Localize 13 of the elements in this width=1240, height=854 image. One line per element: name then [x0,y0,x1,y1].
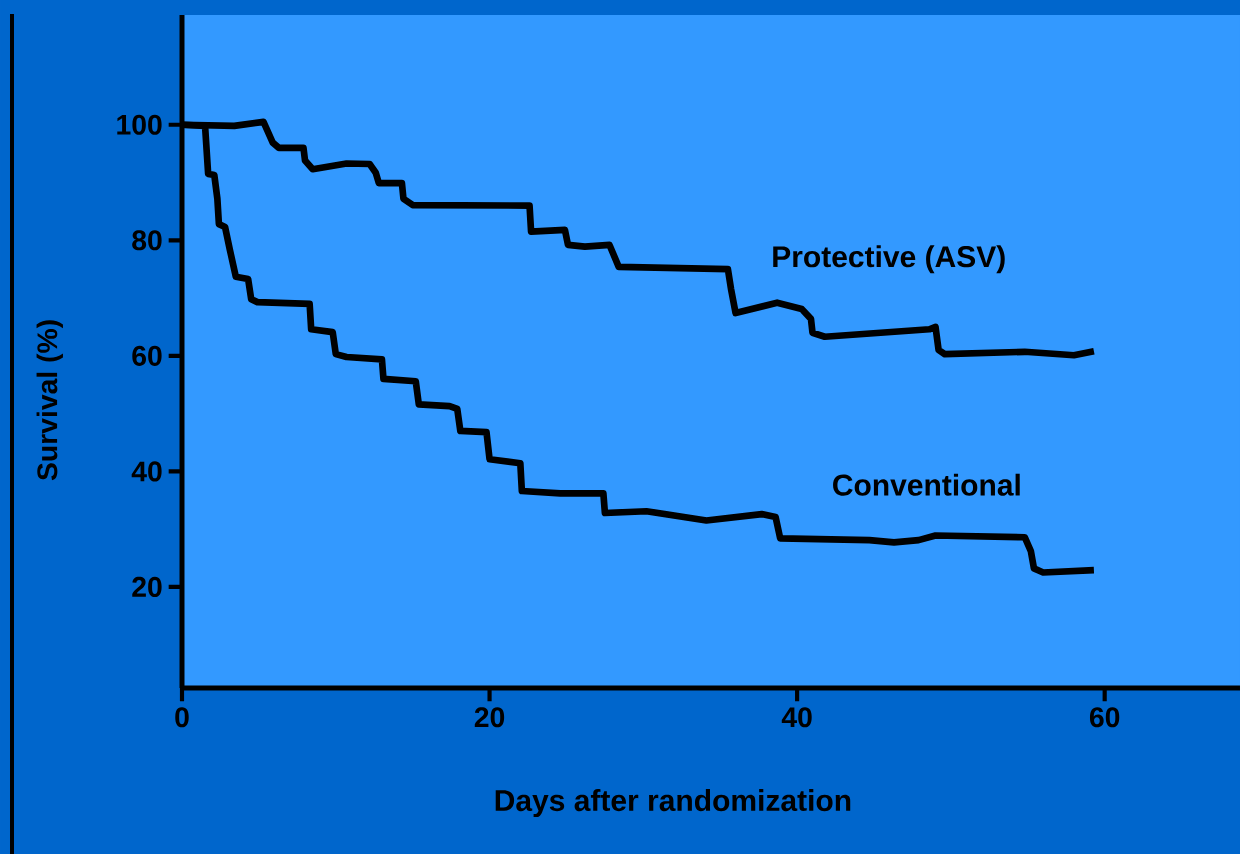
y-tick-label: 80 [132,230,162,251]
y-tick-label: 100 [117,114,162,135]
y-tick-label: 40 [131,461,162,482]
series-label: Protective (ASV) [773,245,1005,274]
x-tick-label: 20 [474,707,505,728]
x-tick-label: 60 [1089,707,1120,728]
x-tick-label: 40 [781,707,812,728]
x-axis-title: Days after randomization [495,789,851,818]
series-label: Conventional [833,473,1020,496]
y-tick-label: 60 [132,345,162,366]
x-tick-label: 0 [175,707,189,728]
y-axis-title: Survival (%) [36,320,63,481]
y-tick-label: 20 [132,576,162,597]
